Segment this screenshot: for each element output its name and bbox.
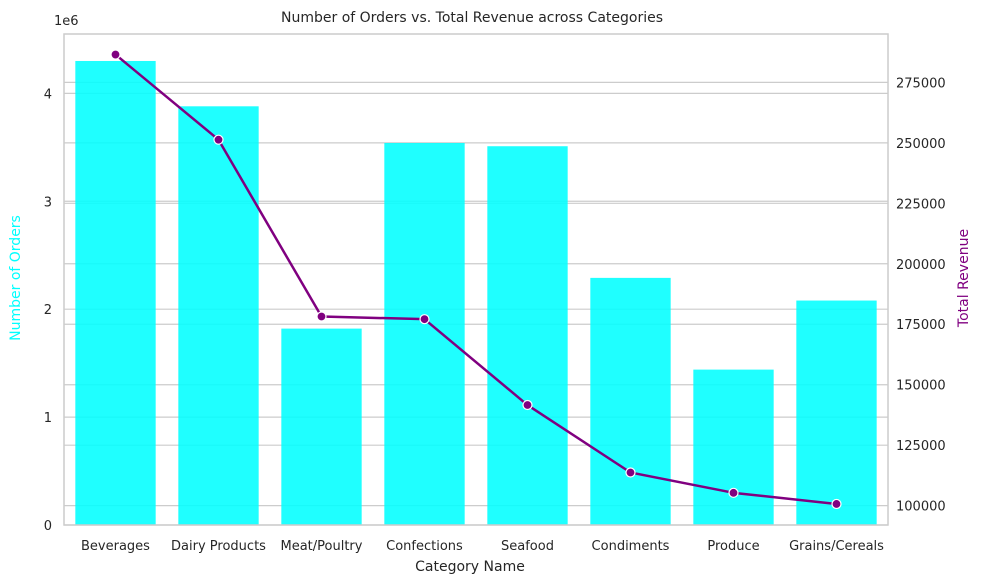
chart-title: Number of Orders vs. Total Revenue acros… bbox=[281, 10, 663, 26]
bar bbox=[281, 328, 362, 525]
y2-tick-label: 200000 bbox=[896, 258, 946, 273]
y2-tick-label: 250000 bbox=[896, 137, 946, 152]
ticks-layer: 0 1 2 3 4 100000 125000 150000 175000 200000 22500… bbox=[44, 76, 946, 554]
revenue-line bbox=[114, 53, 837, 506]
revenue-point bbox=[728, 487, 739, 498]
y-tick-label: 1 bbox=[44, 411, 52, 426]
bar bbox=[384, 142, 465, 525]
x-tick-label: Confections bbox=[386, 539, 463, 554]
bar bbox=[796, 300, 877, 525]
y-offset-label: 1e6 bbox=[54, 14, 79, 29]
y2-tick-label: 100000 bbox=[896, 500, 946, 515]
y2-axis-label: Total Revenue bbox=[956, 229, 972, 328]
y2-tick-label: 275000 bbox=[896, 76, 946, 91]
y-tick-label: 0 bbox=[44, 519, 52, 534]
bar bbox=[75, 60, 156, 525]
y2-tick-label: 225000 bbox=[896, 197, 946, 212]
x-tick-label: Seafood bbox=[501, 539, 554, 554]
bar bbox=[590, 277, 671, 525]
line-layer bbox=[110, 49, 842, 510]
x-axis-label: Category Name bbox=[415, 559, 525, 575]
y2-tick-label: 125000 bbox=[896, 439, 946, 454]
x-tick-label: Produce bbox=[707, 539, 759, 554]
y2-tick-label: 175000 bbox=[896, 318, 946, 333]
y-tick-label: 2 bbox=[44, 303, 52, 318]
bar bbox=[693, 369, 774, 525]
revenue-point bbox=[316, 311, 327, 322]
revenue-point bbox=[625, 467, 636, 478]
y-tick-label: 4 bbox=[44, 87, 52, 102]
y-axis-label: Number of Orders bbox=[8, 215, 24, 341]
x-tick-label: Grains/Cereals bbox=[789, 539, 884, 554]
x-tick-label: Meat/Poultry bbox=[281, 539, 363, 554]
plot-frame bbox=[63, 33, 889, 526]
frame-layer bbox=[63, 33, 889, 526]
revenue-point bbox=[419, 314, 430, 325]
bar bbox=[178, 106, 259, 526]
x-tick-label: Beverages bbox=[81, 539, 150, 554]
x-tick-label: Dairy Products bbox=[171, 539, 266, 554]
bar bbox=[487, 146, 568, 525]
revenue-point bbox=[110, 49, 121, 60]
revenue-point bbox=[522, 399, 533, 411]
y2-tick-label: 150000 bbox=[896, 379, 946, 394]
x-tick-label: Condiments bbox=[592, 539, 670, 554]
revenue-point bbox=[831, 498, 842, 510]
bars-layer bbox=[75, 60, 877, 526]
revenue-point bbox=[213, 134, 224, 145]
y-tick-label: 3 bbox=[44, 195, 52, 210]
